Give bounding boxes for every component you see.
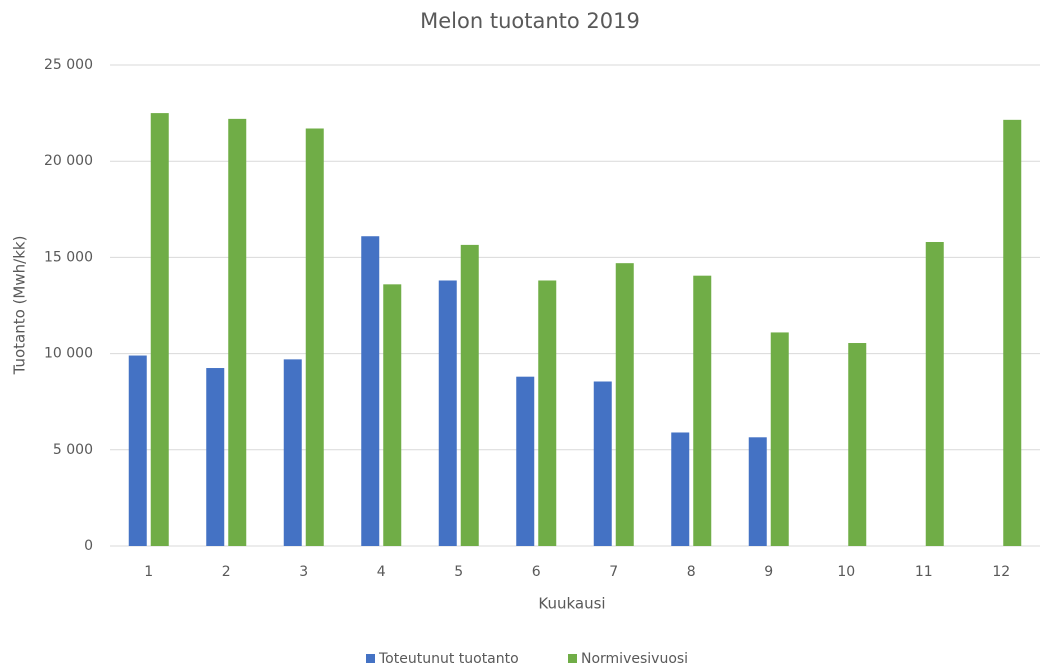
x-tick-label: 2	[222, 564, 231, 580]
bar	[228, 118, 247, 546]
y-tick-label: 10 000	[44, 346, 93, 362]
y-tick-label: 15 000	[44, 249, 93, 265]
x-tick-label: 12	[992, 564, 1010, 580]
legend-swatch	[366, 654, 375, 663]
bar	[206, 368, 225, 546]
bar	[671, 432, 690, 546]
legend-label: Toteutunut tuotanto	[378, 651, 519, 667]
bar	[383, 284, 402, 546]
bar	[150, 113, 169, 546]
x-tick-label: 7	[609, 564, 618, 580]
x-axis-title: Kuukausi	[538, 595, 605, 613]
bar	[770, 332, 789, 546]
x-tick-label: 3	[299, 564, 308, 580]
bar	[516, 376, 535, 546]
legend-label: Normivesivuosi	[581, 651, 688, 667]
x-tick-label: 6	[532, 564, 541, 580]
bar	[538, 280, 557, 546]
bar	[438, 280, 457, 546]
x-tick-label: 8	[687, 564, 696, 580]
legend-swatch	[568, 654, 577, 663]
y-tick-label: 25 000	[44, 57, 93, 73]
chart-title: Melon tuotanto 2019	[420, 9, 640, 33]
bar	[460, 244, 479, 547]
y-tick-label: 0	[84, 538, 93, 554]
bar	[848, 343, 867, 546]
bar	[361, 236, 380, 546]
x-tick-label: 1	[144, 564, 153, 580]
bar	[615, 263, 634, 546]
y-tick-label: 20 000	[44, 153, 93, 169]
y-axis-title: Tuotanto (Mwh/kk)	[11, 236, 29, 376]
x-tick-label: 11	[915, 564, 933, 580]
x-tick-label: 5	[454, 564, 463, 580]
bar	[593, 381, 612, 546]
x-tick-label: 4	[377, 564, 386, 580]
bar	[748, 437, 767, 546]
bar	[1003, 119, 1022, 547]
bar	[693, 275, 712, 546]
bar	[305, 128, 324, 546]
y-tick-label: 5 000	[53, 442, 93, 458]
x-tick-label: 10	[837, 564, 855, 580]
bar	[925, 242, 944, 546]
x-tick-label: 9	[764, 564, 773, 580]
bar	[283, 359, 302, 546]
bar	[128, 355, 147, 546]
